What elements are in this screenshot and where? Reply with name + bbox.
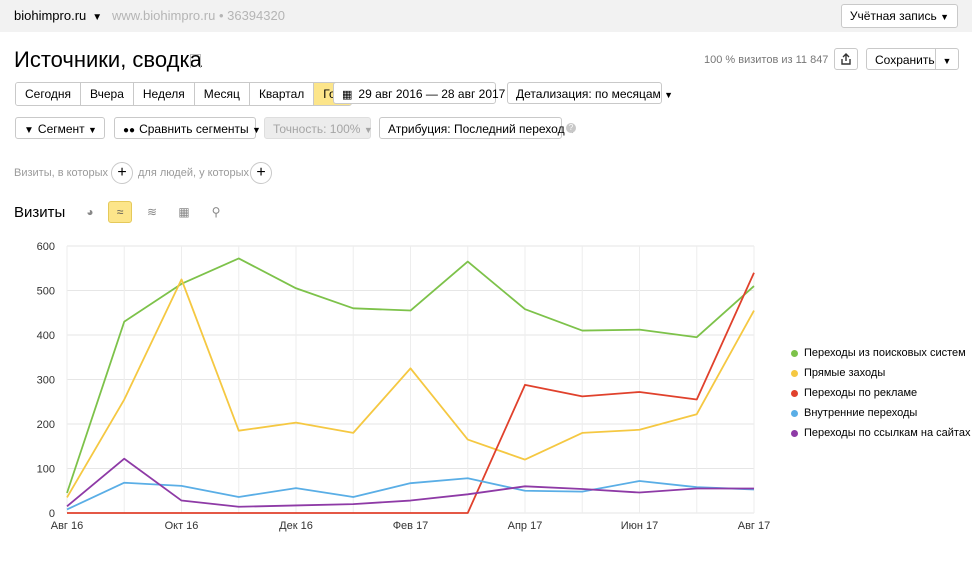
date-range-button[interactable]: ▦ 29 авг 2016 — 28 авг 2017 [333, 82, 505, 104]
y-tick-label: 0 [49, 508, 55, 520]
legend-item-internal[interactable]: Внутренние переходы [791, 403, 970, 423]
x-tick-label: Дек 16 [279, 520, 313, 532]
x-tick-label: Апр 17 [508, 520, 543, 532]
x-tick-label: Фев 17 [393, 520, 429, 532]
filter-icon: ▼ [24, 125, 34, 136]
legend-item-search[interactable]: Переходы из поисковых систем [791, 343, 970, 363]
chevron-down-icon: ▼ [92, 12, 103, 23]
site-name: biohimpro.ru [14, 8, 87, 23]
y-tick-label: 100 [37, 464, 55, 476]
area-chart-icon[interactable]: ≋ [146, 205, 158, 219]
segment-label: Сегмент [37, 122, 85, 136]
legend-dot [791, 429, 798, 437]
visits-title: Визиты [14, 204, 66, 221]
y-tick-label: 400 [37, 330, 55, 342]
legend-label: Переходы по ссылкам на сайтах [804, 427, 971, 439]
chevron-down-icon: ▼ [251, 125, 261, 135]
y-tick-label: 600 [37, 241, 55, 253]
site-url: www.biohimpro.ru • 36394320 [112, 8, 285, 23]
export-button[interactable] [834, 48, 858, 70]
chart-legend: Переходы из поисковых систем Прямые захо… [791, 343, 970, 443]
save-label: Сохранить [875, 53, 935, 67]
series-line [66, 477, 755, 511]
share-icon [841, 53, 851, 65]
account-label: Учётная запись [849, 9, 937, 23]
legend-dot [791, 409, 798, 417]
compare-segments-button[interactable]: ●● Сравнить сегменты ▼ [114, 117, 261, 139]
period-today[interactable]: Сегодня [16, 83, 81, 105]
bar-chart-icon[interactable]: ▦ [178, 205, 190, 219]
legend-item-direct[interactable]: Прямые заходы [791, 363, 970, 383]
legend-dot [791, 349, 798, 357]
chevron-down-icon: ▼ [940, 12, 949, 22]
period-month[interactable]: Месяц [194, 83, 250, 105]
legend-label: Внутренние переходы [804, 407, 918, 419]
x-tick-label: Июн 17 [621, 520, 659, 532]
visits-chart: 0 100 200 300 400 500 600 Авг 16 Окт 16 Дек 16 Фев… [37, 241, 771, 532]
legend-dot [791, 389, 798, 397]
legend-item-ads[interactable]: Переходы по рекламе [791, 383, 970, 403]
site-selector[interactable]: biohimpro.ru ▼ [14, 8, 102, 23]
series-line [66, 257, 755, 494]
series-line [67, 272, 755, 514]
date-range-label: 29 авг 2016 — 28 авг 2017 [358, 87, 506, 101]
chevron-down-icon: ▼ [664, 90, 674, 100]
y-tick-label: 300 [37, 375, 55, 387]
legend-label: Переходы из поисковых систем [804, 347, 966, 359]
help-icon[interactable]: ? [566, 123, 576, 133]
period-selector: Сегодня Вчера Неделя Месяц Квартал Год [15, 82, 353, 106]
add-people-condition-button[interactable]: + [250, 162, 272, 184]
accuracy-dropdown[interactable]: Точность: 100% ▼ [264, 117, 373, 139]
bookmark-icon[interactable] [190, 54, 201, 68]
attribution-label: Атрибуция: Последний переход [388, 122, 565, 136]
chevron-down-icon: ▼ [942, 56, 952, 66]
series-line [66, 278, 755, 498]
period-quarter[interactable]: Квартал [249, 83, 315, 105]
x-tick-label: Авг 16 [51, 520, 83, 532]
line-chart-icon[interactable]: ≈ [108, 201, 132, 223]
visits-filter-label: Визиты, в которых [14, 167, 108, 179]
chevron-down-icon: ▼ [363, 125, 373, 135]
y-tick-label: 200 [37, 419, 55, 431]
x-tick-label: Авг 17 [738, 520, 770, 532]
chevron-down-icon: ▼ [88, 125, 97, 135]
compare-icon: ●● [123, 125, 136, 136]
x-tick-label: Окт 16 [165, 520, 199, 532]
detail-label: Детализация: по месяцам [516, 87, 661, 101]
attribution-dropdown[interactable]: Атрибуция: Последний переход ▼ [379, 117, 577, 139]
save-menu-button[interactable]: ▼ [935, 48, 959, 70]
top-bar: biohimpro.ru ▼ www.biohimpro.ru • 3639432… [0, 0, 972, 32]
save-button[interactable]: Сохранить [866, 48, 936, 70]
y-tick-label: 500 [37, 286, 55, 298]
add-visit-condition-button[interactable]: + [111, 162, 133, 184]
page-title: Источники, сводка [14, 47, 202, 72]
period-yesterday[interactable]: Вчера [81, 83, 134, 105]
legend-item-links[interactable]: Переходы по ссылкам на сайтах [791, 423, 970, 443]
visits-summary: 100 % визитов из 11 847 [704, 54, 829, 66]
period-week[interactable]: Неделя [133, 83, 195, 105]
account-button[interactable]: Учётная запись ▼ [840, 4, 958, 28]
calendar-icon: ▦ [342, 89, 353, 101]
map-icon[interactable]: ⚲ [211, 205, 221, 219]
compare-label: Сравнить сегменты [139, 122, 249, 136]
detail-dropdown[interactable]: Детализация: по месяцам ▼ [507, 82, 673, 104]
segment-button[interactable]: ▼ Сегмент ▼ [15, 117, 105, 139]
site-url-text: www.biohimpro.ru [112, 8, 216, 23]
people-filter-label: для людей, у которых [138, 167, 249, 179]
legend-label: Прямые заходы [804, 367, 886, 379]
accuracy-label: Точность: 100% [273, 122, 361, 136]
legend-dot [791, 369, 798, 377]
legend-label: Переходы по рекламе [804, 387, 918, 399]
series-line [66, 457, 754, 508]
counter-id: 36394320 [227, 8, 285, 23]
pie-chart-icon[interactable]: ◕ [86, 205, 94, 219]
